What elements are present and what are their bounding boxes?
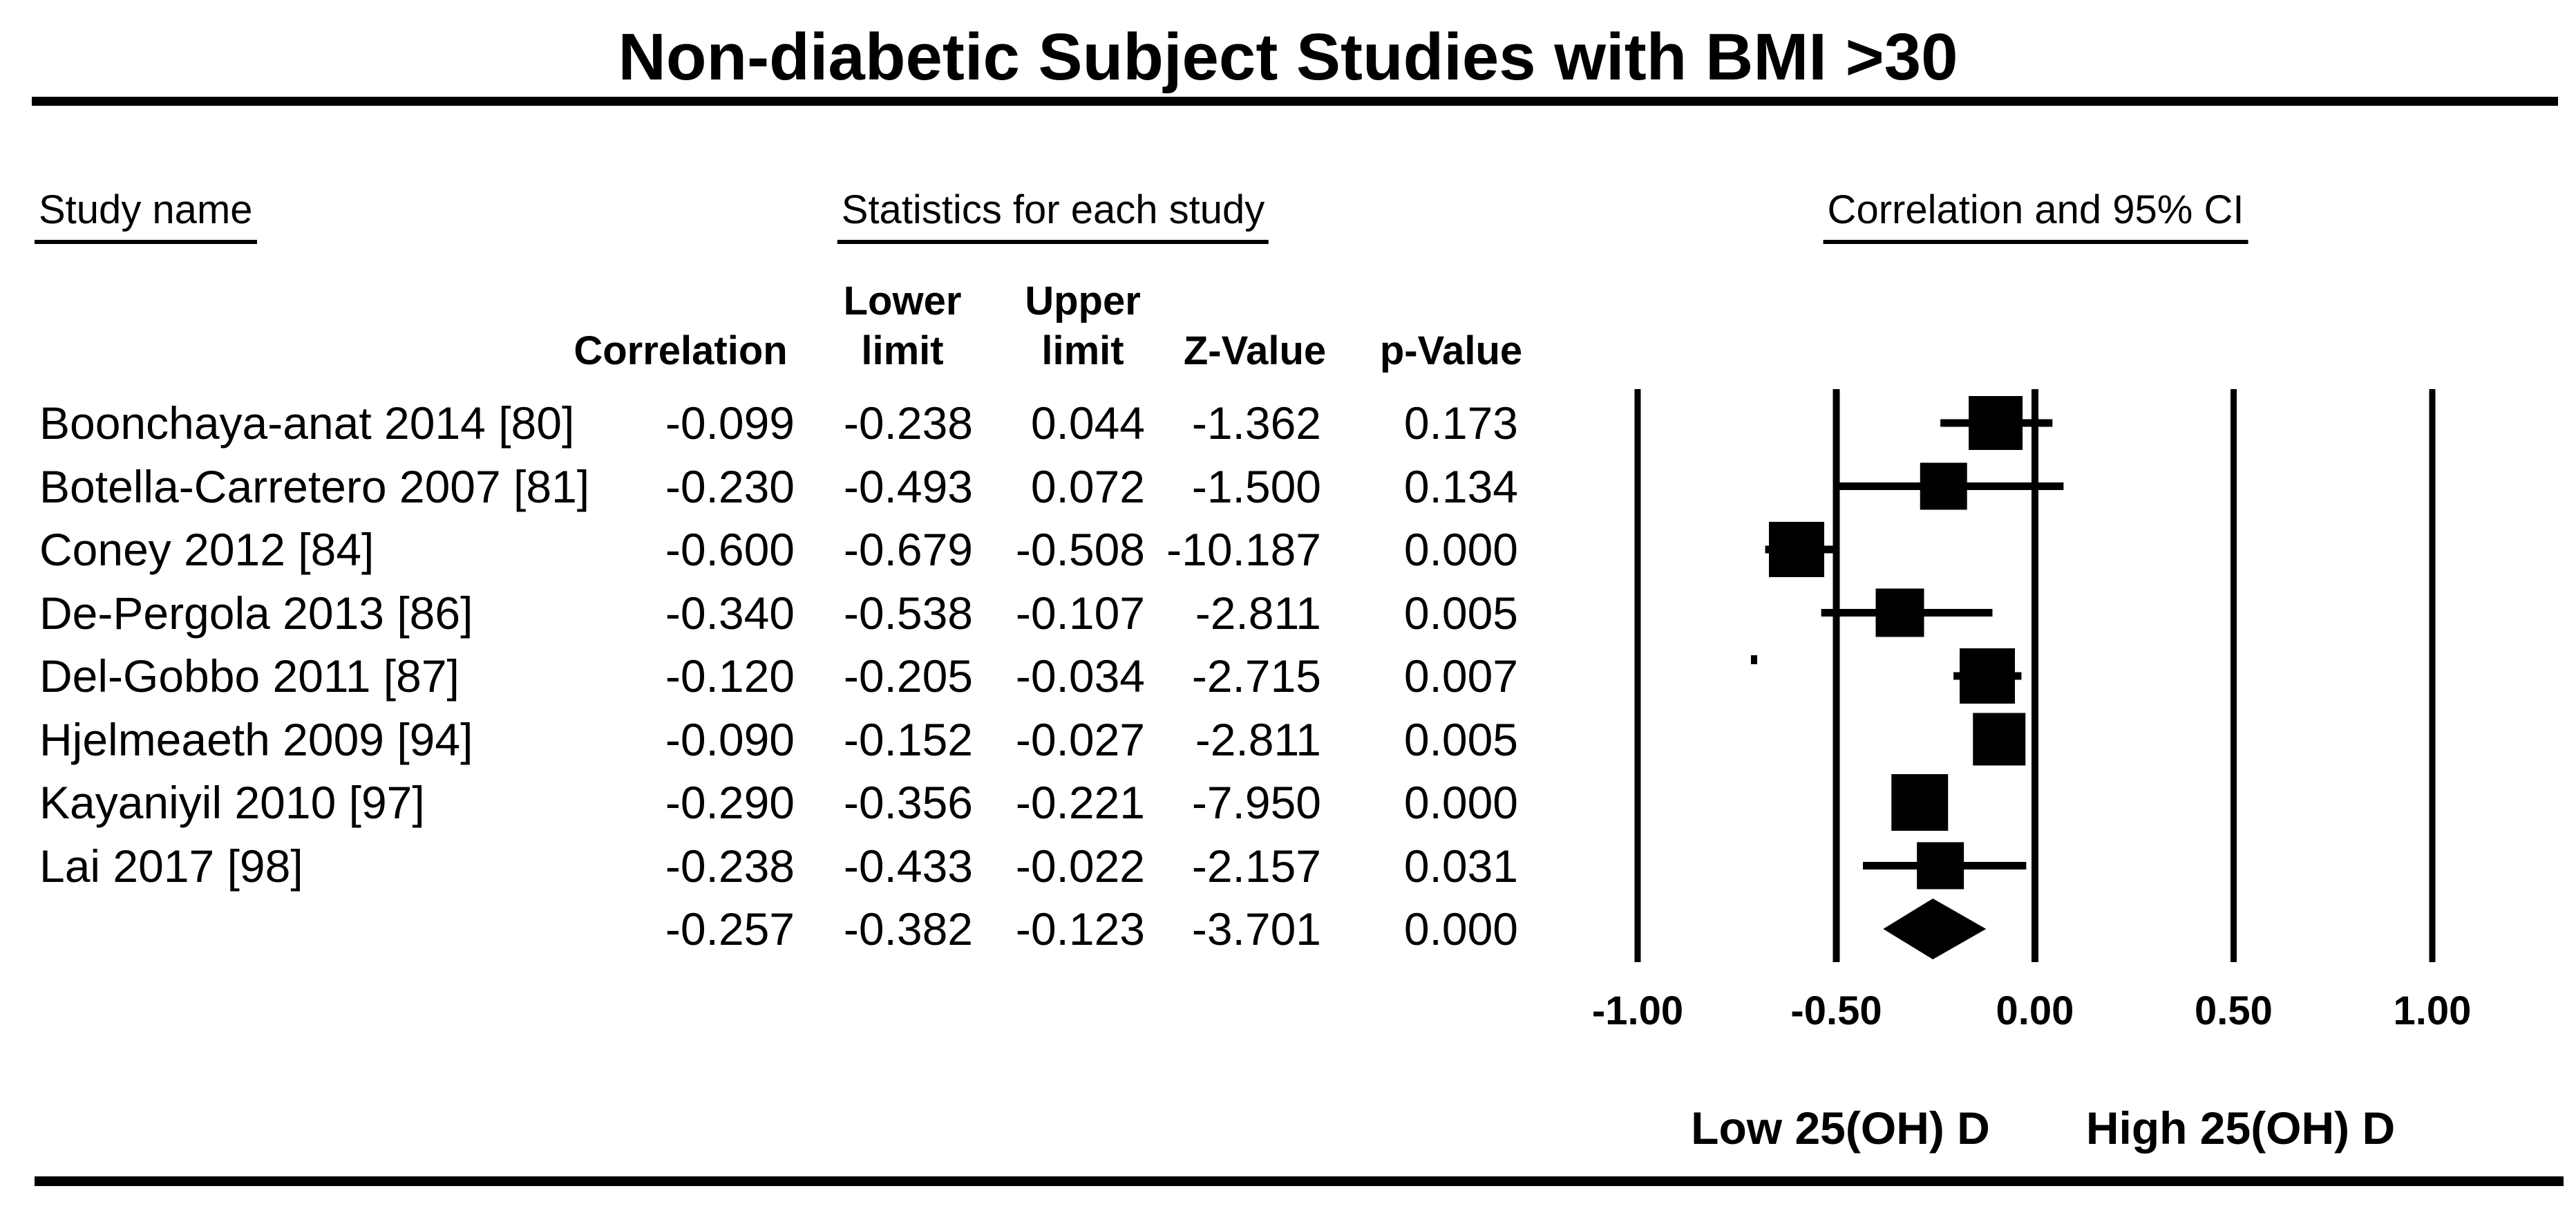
cell-z: -2.715 (1191, 650, 1321, 702)
cell-lower: -0.538 (843, 587, 973, 639)
cell-upper: -0.034 (1015, 650, 1145, 702)
effect-box (1969, 396, 2023, 450)
artifact-speck (1751, 655, 1757, 664)
cell-upper: -0.123 (1015, 903, 1145, 955)
study-name: Coney 2012 [84] (39, 524, 375, 575)
cell-correlation: -0.099 (665, 397, 795, 449)
axis-tick-label: 0.00 (1996, 988, 2074, 1033)
column-header-z: Z-Value (1184, 326, 1326, 376)
column-header-upper-line1: Upper (1025, 279, 1141, 323)
statistics-section-header: Statistics for each study (837, 187, 1269, 244)
cell-upper: -0.221 (1015, 777, 1145, 828)
cell-p: 0.000 (1403, 777, 1518, 828)
cell-p: 0.000 (1403, 903, 1518, 955)
cell-upper: -0.022 (1015, 840, 1145, 892)
cell-lower: -0.205 (843, 650, 973, 702)
cell-p: 0.005 (1403, 587, 1518, 639)
axis-tick-label: -0.50 (1790, 988, 1882, 1033)
cell-z: -2.811 (1195, 713, 1321, 765)
study-name: Kayaniyil 2010 [97] (39, 777, 425, 828)
cell-z: -10.187 (1166, 524, 1321, 575)
cell-correlation: -0.340 (665, 587, 795, 639)
high-direction-label: High 25(OH) D (2086, 1102, 2395, 1154)
column-header-correlation: Correlation (574, 326, 787, 376)
column-header-upper: Upper limit (1025, 276, 1141, 376)
study-name: Boonchaya-anat 2014 [80] (39, 397, 575, 449)
study-name: Hjelmeaeth 2009 [94] (39, 713, 473, 765)
cell-p: 0.005 (1403, 713, 1518, 765)
cell-z: -3.701 (1191, 903, 1321, 955)
column-header-lower: Lower limit (844, 276, 962, 376)
axis-tick-label: 0.50 (2195, 988, 2273, 1033)
cell-upper: -0.107 (1015, 587, 1145, 639)
cell-lower: -0.493 (843, 460, 973, 512)
cell-z: -1.362 (1191, 397, 1321, 449)
cell-lower: -0.238 (843, 397, 973, 449)
cell-correlation: -0.120 (665, 650, 795, 702)
column-header-z-line2: Z-Value (1183, 328, 1327, 373)
cell-lower: -0.679 (843, 524, 973, 575)
plot-section-header: Correlation and 95% CI (1823, 187, 2248, 244)
effect-box (1875, 588, 1924, 637)
summary-diamond (1883, 899, 1987, 959)
study-name-column-header: Study name (35, 187, 257, 244)
cell-p: 0.007 (1403, 650, 1518, 702)
figure-title: Non-diabetic Subject Studies with BMI >3… (618, 20, 1958, 94)
study-name: De-Pergola 2013 [86] (39, 587, 473, 639)
cell-correlation: -0.238 (665, 840, 795, 892)
cell-lower: -0.433 (843, 840, 973, 892)
cell-upper: -0.508 (1015, 524, 1145, 575)
column-header-upper-line2: limit (1041, 328, 1124, 373)
cell-p: 0.173 (1403, 397, 1518, 449)
cell-lower: -0.382 (843, 903, 973, 955)
cell-lower: -0.356 (843, 777, 973, 828)
effect-box (1973, 713, 2026, 766)
bottom-rule (35, 1176, 2564, 1186)
axis-tick-label: -1.00 (1592, 988, 1683, 1033)
effect-box (1917, 842, 1964, 890)
column-header-lower-line2: limit (861, 328, 944, 373)
cell-correlation: -0.257 (665, 903, 795, 955)
cell-upper: 0.044 (1030, 397, 1145, 449)
cell-upper: 0.072 (1030, 460, 1145, 512)
cell-correlation: -0.090 (665, 713, 795, 765)
cell-correlation: -0.600 (665, 524, 795, 575)
cell-p: 0.000 (1403, 524, 1518, 575)
effect-box (1960, 648, 2015, 704)
cell-z: -7.950 (1191, 777, 1321, 828)
effect-box (1769, 522, 1824, 577)
cell-correlation: -0.230 (665, 460, 795, 512)
cell-p: 0.031 (1403, 840, 1518, 892)
cell-z: -2.157 (1191, 840, 1321, 892)
column-header-p-line2: p-Value (1379, 328, 1523, 373)
cell-z: -1.500 (1191, 460, 1321, 512)
low-direction-label: Low 25(OH) D (1691, 1102, 1990, 1154)
column-header-lower-line1: Lower (843, 279, 962, 323)
axis-tick-label: 1.00 (2394, 988, 2472, 1033)
effect-box (1920, 462, 1967, 510)
cell-z: -2.811 (1195, 587, 1321, 639)
cell-upper: -0.027 (1015, 713, 1145, 765)
study-name: Botella-Carretero 2007 [81] (39, 460, 590, 512)
column-header-p: p-Value (1380, 326, 1522, 376)
effect-box (1891, 774, 1949, 831)
cell-p: 0.134 (1403, 460, 1518, 512)
column-header-correlation-line2: Correlation (574, 328, 788, 373)
cell-lower: -0.152 (843, 713, 973, 765)
cell-correlation: -0.290 (665, 777, 795, 828)
study-name: Del-Gobbo 2011 [87] (39, 650, 460, 702)
top-rule (32, 97, 2558, 106)
study-name: Lai 2017 [98] (39, 840, 303, 892)
